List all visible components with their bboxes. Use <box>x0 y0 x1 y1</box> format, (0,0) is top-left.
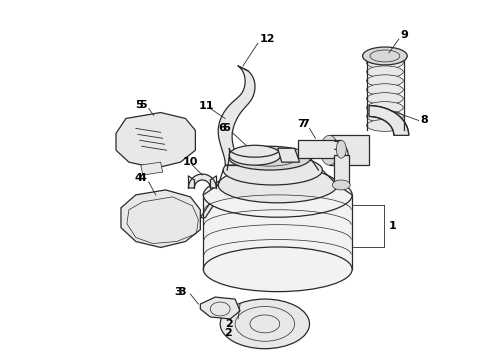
Ellipse shape <box>229 145 281 165</box>
Polygon shape <box>245 269 285 289</box>
Text: 6: 6 <box>222 123 230 134</box>
Text: 5: 5 <box>139 100 147 109</box>
Text: 1: 1 <box>389 221 396 231</box>
Polygon shape <box>189 174 216 188</box>
Text: 3: 3 <box>175 287 182 297</box>
Ellipse shape <box>220 299 310 349</box>
Text: 4: 4 <box>139 173 147 183</box>
Polygon shape <box>218 66 255 165</box>
Text: 11: 11 <box>198 100 214 111</box>
Text: 2: 2 <box>225 319 233 329</box>
Ellipse shape <box>363 47 407 65</box>
Polygon shape <box>200 297 240 319</box>
Polygon shape <box>278 148 299 162</box>
Text: 8: 8 <box>420 116 428 126</box>
Ellipse shape <box>367 102 403 113</box>
Polygon shape <box>203 195 352 269</box>
Ellipse shape <box>367 75 403 87</box>
Polygon shape <box>369 105 409 135</box>
Polygon shape <box>116 113 196 168</box>
Text: 10: 10 <box>182 157 198 167</box>
Text: 4: 4 <box>135 173 143 183</box>
Text: 3: 3 <box>178 287 186 297</box>
Text: 12: 12 <box>260 34 275 44</box>
Polygon shape <box>297 140 341 158</box>
Text: 2: 2 <box>224 328 232 338</box>
Ellipse shape <box>367 120 403 131</box>
Ellipse shape <box>367 84 403 96</box>
Polygon shape <box>141 162 163 175</box>
Text: 7: 7 <box>301 120 309 130</box>
Ellipse shape <box>367 93 403 105</box>
Ellipse shape <box>336 140 346 158</box>
Text: 6: 6 <box>218 123 226 134</box>
Text: 5: 5 <box>135 100 143 109</box>
Polygon shape <box>200 195 220 218</box>
Polygon shape <box>121 190 200 247</box>
Text: 7: 7 <box>298 120 305 130</box>
Ellipse shape <box>229 146 311 170</box>
Ellipse shape <box>367 66 403 78</box>
Ellipse shape <box>223 155 322 185</box>
Ellipse shape <box>320 135 338 165</box>
Polygon shape <box>329 135 369 165</box>
Ellipse shape <box>367 111 403 122</box>
Ellipse shape <box>203 172 352 217</box>
Ellipse shape <box>203 247 352 292</box>
Text: 9: 9 <box>401 30 409 40</box>
Ellipse shape <box>367 57 403 69</box>
Ellipse shape <box>218 167 337 203</box>
Ellipse shape <box>332 180 350 190</box>
Polygon shape <box>334 155 349 185</box>
